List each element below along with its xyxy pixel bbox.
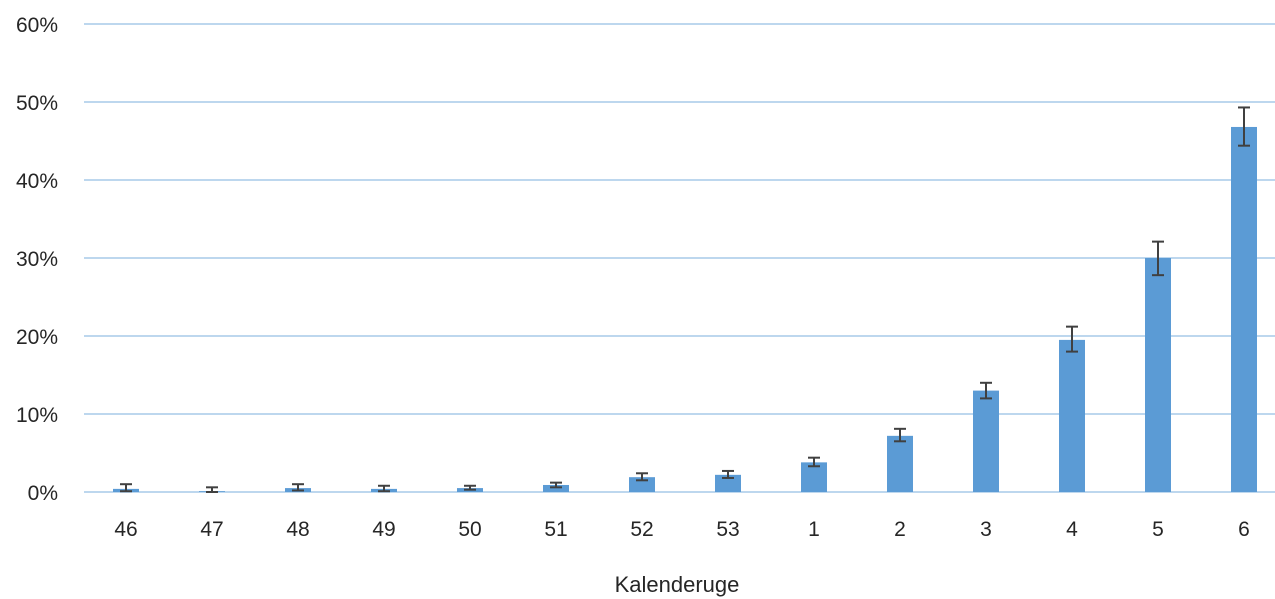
bar: [543, 484, 569, 492]
error-bar: [120, 483, 132, 493]
y-tick-label: 60%: [16, 14, 58, 37]
error-bar: [1238, 106, 1250, 147]
y-tick-label: 40%: [16, 170, 58, 193]
x-axis-tick-labels: 46 47 48 49 50 51 52 53 1 2 3 4 5 6: [114, 518, 1250, 541]
bar: [1231, 126, 1257, 493]
x-axis-title: Kalenderuge: [615, 572, 740, 597]
x-tick-label: 48: [286, 518, 309, 541]
x-tick-label: 53: [716, 518, 739, 541]
y-tick-label: 20%: [16, 326, 58, 349]
error-bar: [464, 484, 476, 491]
error-bar: [1152, 240, 1164, 277]
x-tick-label: 3: [980, 518, 992, 541]
error-bar: [292, 483, 304, 492]
error-bar: [722, 469, 734, 479]
x-tick-label: 1: [808, 518, 820, 541]
bars: [113, 126, 1257, 493]
y-tick-label: 0%: [28, 482, 58, 505]
x-tick-label: 50: [458, 518, 481, 541]
bar: [1145, 258, 1171, 492]
x-tick-label: 4: [1066, 518, 1078, 541]
y-tick-label: 50%: [16, 92, 58, 115]
x-tick-label: 49: [372, 518, 395, 541]
error-bar: [378, 484, 390, 493]
x-tick-label: 6: [1238, 518, 1250, 541]
error-bar: [636, 472, 648, 482]
y-tick-label: 30%: [16, 248, 58, 271]
error-bar: [894, 427, 906, 443]
grid-lines: [84, 23, 1275, 493]
bar: [887, 435, 913, 492]
error-bars: [120, 106, 1250, 493]
y-tick-label: 10%: [16, 404, 58, 427]
y-axis-tick-labels: 0% 10% 20% 30% 40% 50% 60%: [16, 14, 58, 505]
x-tick-label: 46: [114, 518, 137, 541]
error-bar: [550, 481, 562, 489]
bar: [973, 390, 999, 492]
error-bar: [808, 456, 820, 468]
x-tick-label: 2: [894, 518, 906, 541]
error-bar: [980, 381, 992, 400]
x-tick-label: 47: [200, 518, 223, 541]
error-bar: [1066, 325, 1078, 353]
x-tick-label: 51: [544, 518, 567, 541]
x-tick-label: 52: [630, 518, 653, 541]
x-tick-label: 5: [1152, 518, 1164, 541]
bar: [801, 462, 827, 492]
bar: [1059, 339, 1085, 492]
error-bar: [206, 486, 218, 493]
bar: [715, 474, 741, 492]
bar: [629, 477, 655, 492]
